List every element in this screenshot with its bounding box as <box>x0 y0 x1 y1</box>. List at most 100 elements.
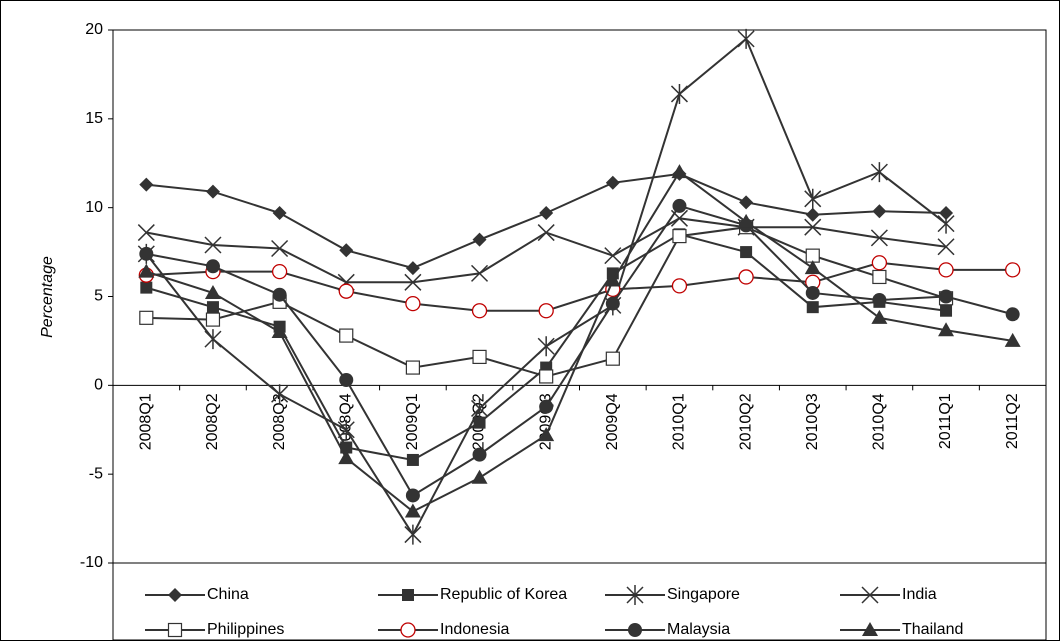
marker <box>605 175 620 190</box>
legend-label: Indonesia <box>440 621 509 638</box>
marker <box>872 293 887 308</box>
legend-label: Singapore <box>667 586 740 603</box>
marker <box>871 309 888 324</box>
marker <box>539 369 554 384</box>
marker <box>1004 332 1021 347</box>
marker <box>1005 262 1021 278</box>
marker <box>405 261 420 276</box>
marker <box>140 281 153 294</box>
marker <box>870 162 888 183</box>
marker <box>939 205 954 220</box>
legend-marker <box>628 623 642 637</box>
marker <box>738 213 755 228</box>
x-tick-label: 2008Q2 <box>204 393 221 450</box>
marker <box>539 399 554 414</box>
marker <box>739 195 754 210</box>
marker <box>804 218 822 236</box>
y-tick-label: 20 <box>85 21 103 38</box>
marker <box>405 488 420 503</box>
x-tick-label: 2010Q2 <box>737 393 754 450</box>
marker <box>605 351 620 366</box>
series-line <box>146 204 1013 497</box>
marker <box>139 246 154 261</box>
marker <box>404 503 421 518</box>
marker <box>870 229 888 247</box>
y-tick-label: 5 <box>94 288 103 305</box>
marker <box>672 198 687 213</box>
marker <box>471 469 488 484</box>
marker <box>740 246 753 259</box>
marker <box>405 360 420 375</box>
marker <box>537 336 555 357</box>
marker <box>670 83 688 104</box>
legend-label: Republic of Korea <box>440 586 567 603</box>
marker <box>537 224 555 242</box>
marker <box>404 273 422 291</box>
legend-marker <box>626 585 644 605</box>
marker <box>1005 307 1020 322</box>
legend-marker <box>861 586 879 604</box>
marker <box>205 184 220 199</box>
marker <box>538 303 554 319</box>
marker <box>939 289 954 304</box>
legend-label: Malaysia <box>667 621 730 638</box>
legend-label: China <box>207 586 249 603</box>
marker <box>339 373 354 388</box>
marker <box>804 260 821 275</box>
marker <box>737 28 755 49</box>
series-line <box>146 261 1013 312</box>
marker <box>738 269 754 285</box>
marker <box>271 263 288 280</box>
marker <box>471 264 489 282</box>
marker <box>604 272 621 287</box>
marker <box>872 204 887 219</box>
marker <box>806 301 819 314</box>
marker <box>473 416 486 429</box>
marker <box>271 239 289 258</box>
marker <box>671 164 688 179</box>
marker <box>937 213 955 234</box>
x-tick-label: 2009Q1 <box>404 393 421 450</box>
marker <box>204 284 221 299</box>
legend-marker <box>862 622 878 636</box>
x-tick-label: 2010Q3 <box>804 393 821 450</box>
marker <box>472 349 487 365</box>
marker <box>471 303 488 319</box>
legend-label: Philippines <box>207 621 284 638</box>
marker <box>938 262 954 278</box>
marker <box>139 177 154 192</box>
x-tick-label: 2008Q3 <box>271 393 288 450</box>
marker <box>471 398 489 419</box>
marker <box>404 524 422 545</box>
marker <box>805 207 820 222</box>
marker <box>339 328 354 343</box>
x-tick-label: 2010Q1 <box>671 393 688 450</box>
x-tick-label: 2009Q4 <box>604 393 621 450</box>
legend-label: India <box>902 586 937 603</box>
series-line <box>146 170 1013 513</box>
marker <box>472 232 487 247</box>
marker <box>605 296 620 311</box>
marker <box>205 259 220 274</box>
legend-box <box>112 562 1047 641</box>
marker <box>271 384 289 405</box>
legend-marker <box>402 589 414 601</box>
marker <box>271 324 288 339</box>
legend-marker <box>167 622 183 638</box>
marker <box>604 247 622 265</box>
marker <box>937 238 955 256</box>
marker <box>406 453 419 466</box>
marker <box>539 205 554 220</box>
x-tick-label: 2011Q2 <box>1004 393 1021 449</box>
marker <box>205 312 221 327</box>
y-tick-label: 0 <box>94 377 103 394</box>
legend-label: Thailand <box>902 621 963 638</box>
y-tick-label: -5 <box>89 465 103 482</box>
x-tick-label: 2008Q1 <box>138 393 155 450</box>
legend-marker <box>400 622 416 638</box>
x-tick-label: 2011Q1 <box>937 393 954 449</box>
marker <box>138 263 155 278</box>
y-tick-label: -10 <box>80 554 103 571</box>
marker <box>204 329 222 350</box>
